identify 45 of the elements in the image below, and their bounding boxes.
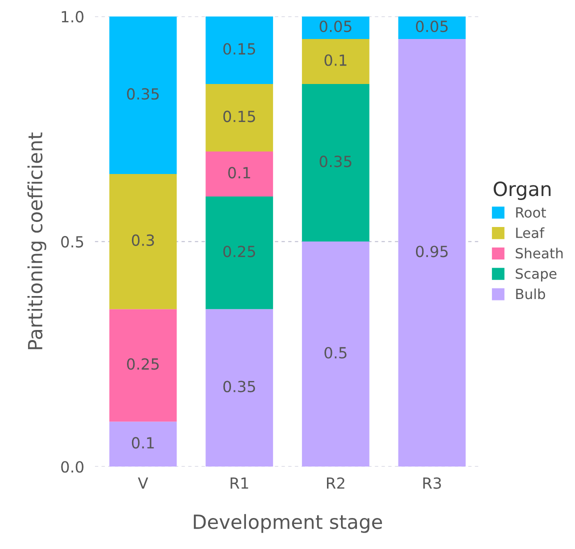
data-label: 0.05	[320, 20, 352, 32]
legend-label: Root	[516, 207, 546, 218]
legend-label: Leaf	[516, 227, 545, 238]
data-label: 0.35	[320, 156, 352, 168]
bar	[109, 16, 177, 174]
data-label: 0.35	[223, 380, 256, 392]
data-label: 0.15	[223, 43, 256, 55]
data-label: 0.1	[132, 437, 154, 449]
data-label: 0.1	[324, 54, 346, 66]
data-label: 0.25	[223, 246, 256, 258]
x-tick-label: R1	[230, 478, 248, 489]
bar	[206, 152, 274, 197]
data-label: 0.1	[228, 166, 250, 178]
y-tick-label: 0.5	[61, 236, 84, 248]
bar	[302, 16, 370, 39]
bar	[206, 84, 274, 152]
data-label: 0.15	[223, 110, 256, 122]
bar	[206, 16, 274, 84]
bar	[109, 309, 177, 422]
data-label: 0.25	[127, 358, 159, 370]
legend-label: Scape	[516, 268, 556, 282]
data-label: 0.05	[416, 20, 448, 32]
x-tick-label: R2	[326, 477, 344, 489]
bar	[302, 84, 370, 242]
legend-label: Bulb	[516, 288, 546, 300]
bar	[206, 309, 274, 467]
x-tick-label: R3	[423, 477, 441, 489]
y-tick-label: 0.0	[61, 461, 84, 473]
bar	[109, 422, 177, 467]
y-axis-title: Partitioning coefficient	[27, 132, 46, 350]
legend-label: Sheath	[516, 248, 563, 258]
bar	[302, 38, 370, 84]
legend-title: Organ	[494, 182, 551, 200]
data-label: 0.95	[416, 246, 448, 258]
bar	[398, 16, 466, 39]
bar	[302, 242, 370, 467]
bar	[206, 196, 274, 310]
bar	[398, 38, 466, 467]
bar	[109, 174, 177, 310]
x-axis-title: Development stage	[194, 514, 382, 533]
data-label: 0.3	[132, 234, 154, 246]
y-tick-label: 1.0	[62, 10, 84, 22]
data-label: 0.5	[324, 346, 346, 359]
data-label: 0.35	[127, 88, 159, 100]
x-tick-label: V	[138, 478, 148, 489]
